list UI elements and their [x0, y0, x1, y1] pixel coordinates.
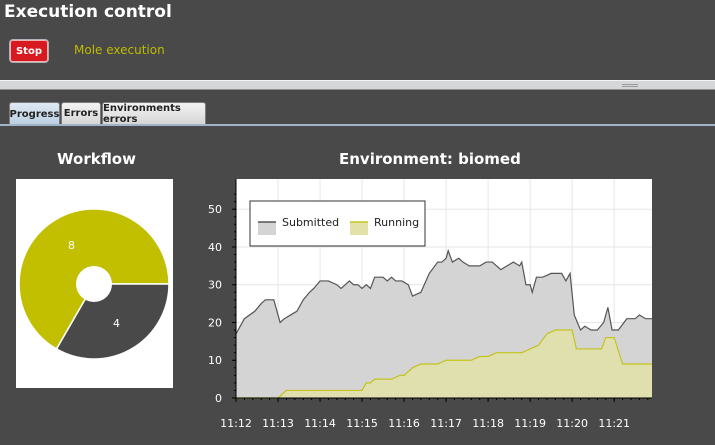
x-tick-label: 11:20 [556, 417, 588, 430]
x-tick-label: 11:12 [220, 417, 252, 430]
pie-center-hole [76, 266, 112, 302]
tab-errors[interactable]: Errors [61, 102, 101, 124]
execution-status: Mole execution [74, 43, 165, 57]
y-tick-label: 10 [208, 354, 222, 367]
legend-swatch-running [350, 222, 368, 235]
x-tick-label: 11:14 [304, 417, 336, 430]
splitter[interactable] [0, 80, 715, 90]
workflow-pie-chart: 84 [18, 208, 170, 360]
legend-label-running: Running [374, 216, 419, 229]
series-line-submitted [235, 248, 652, 335]
pie-slice-label: 4 [113, 317, 120, 330]
splitter-grip-icon [622, 84, 638, 87]
tab-progress[interactable]: Progress [9, 102, 60, 126]
environment-title: Environment: biomed [339, 150, 521, 168]
x-tick-label: 11:21 [598, 417, 630, 430]
x-tick-label: 11:13 [262, 417, 294, 430]
x-tick-label: 11:17 [430, 417, 462, 430]
legend-box [249, 200, 426, 247]
series-line-running [236, 329, 652, 399]
x-tick-label: 11:15 [346, 417, 378, 430]
x-tick-label: 11:16 [388, 417, 420, 430]
x-tick-label: 11:19 [514, 417, 546, 430]
stop-button[interactable]: Stop [9, 39, 49, 63]
series-area-running [236, 330, 652, 398]
y-tick-label: 0 [215, 392, 222, 405]
chart-legend: Submitted Running [249, 200, 426, 247]
x-tick-label: 11:18 [472, 417, 504, 430]
y-tick-label: 50 [208, 203, 222, 216]
legend-label-submitted: Submitted [282, 216, 339, 229]
legend-swatch-submitted [258, 222, 276, 235]
tab-environments-errors[interactable]: Environments errors [102, 102, 206, 125]
pie-slice [55, 283, 170, 360]
environment-chart-panel: 0 10 20 30 40 50 11:12 11:13 11:14 11:15 11:16 11:1… [180, 170, 715, 441]
app-title: Execution control [4, 2, 172, 22]
y-tick-label: 40 [208, 241, 222, 254]
environment-area-chart: 0 10 20 30 40 50 11:12 11:13 11:14 11:15 11:16 11:1… [208, 179, 652, 430]
y-tick-label: 20 [208, 316, 222, 329]
tab-underline [0, 124, 715, 126]
workflow-title: Workflow [57, 150, 136, 168]
y-tick-label: 30 [208, 279, 222, 292]
pie-slice-label: 8 [68, 239, 75, 252]
